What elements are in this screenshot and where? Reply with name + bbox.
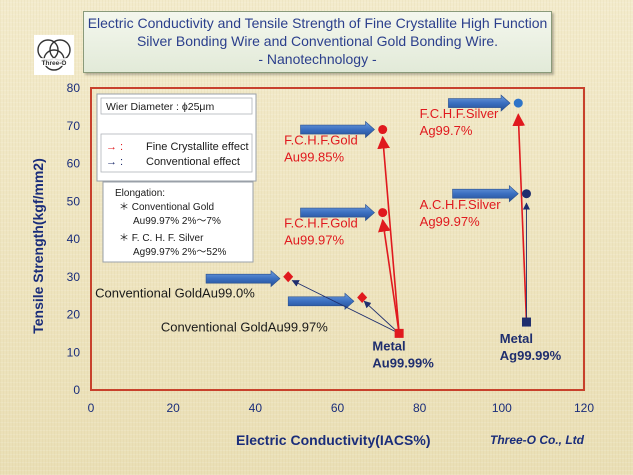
x-tick-label: 120: [574, 401, 594, 415]
x-tick-label: 100: [492, 401, 512, 415]
fine-effect-symbol: → :: [106, 141, 123, 153]
legend-box: [96, 93, 257, 182]
y-tick-label: 30: [67, 270, 81, 284]
y-tick-label: 60: [67, 157, 81, 171]
legend: Wier Diameter : ϕ25μm → : Fine Crystalli…: [96, 93, 257, 182]
y-axis-label: Tensile Strength(kgf/mm2): [30, 158, 46, 334]
data-label: Conventional GoldAu99.97%: [161, 319, 328, 334]
data-label: F.C.H.F.Silver Ag99.7%: [420, 106, 499, 138]
data-labels: Conventional GoldAu99.0% Conventional Gol…: [95, 106, 562, 370]
y-tick-label: 50: [67, 194, 81, 208]
company-credit: Three-O Co., Ltd: [490, 433, 584, 447]
wire-diameter-label: Wier Diameter : ϕ25μm: [106, 101, 214, 113]
three-circles-logo-icon: Three-O: [34, 35, 74, 75]
conv-effect-symbol: → :: [106, 156, 123, 168]
data-label: A.C.H.F.Silver Ag99.97%: [420, 197, 502, 229]
title-line-3: - Nanotechnology -: [258, 51, 377, 67]
y-tick-label: 70: [67, 119, 81, 133]
chart-title-box: Electric Conductivity and Tensile Streng…: [83, 11, 552, 73]
block-arrow: [205, 269, 281, 288]
conventional-effect-arrow: [363, 300, 400, 334]
data-label: F.C.H.F.Gold Au99.97%: [284, 216, 358, 248]
title-line-2: Silver Bonding Wire and Conventional Gol…: [136, 33, 499, 49]
fine-effect-arrow: [378, 218, 400, 334]
elongation-line-1: ＊ Conventional Gold: [119, 202, 214, 213]
data-point: [513, 98, 523, 108]
y-tick-label: 0: [73, 383, 80, 397]
data-point: [283, 271, 294, 283]
data-label: F.C.H.F.Gold Au99.85%: [284, 133, 358, 165]
block-arrow: [287, 292, 355, 310]
logo-text: Three-O: [42, 60, 67, 67]
x-tick-label: 20: [166, 401, 180, 415]
x-tick-label: 60: [331, 401, 345, 415]
conv-effect-label: Conventional effect: [146, 156, 240, 168]
block-arrow: [452, 185, 519, 203]
elongation-line-2: Au99.97% 2%～7%: [133, 216, 221, 227]
data-point: [357, 292, 368, 304]
elongation-frame: [102, 181, 254, 263]
data-point: [378, 208, 388, 218]
elongation-box: Elongation: ＊ Conventional Gold Au99.97%…: [102, 181, 254, 263]
data-point: [521, 189, 531, 199]
effect-arrows: [291, 113, 531, 334]
block-arrows: [205, 94, 519, 310]
data-label: Conventional GoldAu99.0%: [95, 286, 255, 301]
title-line-1: Electric Conductivity and Tensile Streng…: [87, 15, 548, 31]
data-points: [283, 98, 531, 338]
effect-key-box: [100, 133, 253, 173]
y-tick-label: 20: [67, 308, 81, 322]
x-tick-label: 0: [88, 401, 95, 415]
fine-effect-arrow: [377, 135, 400, 334]
y-axis-ticks: 0 10 20 30 40 50 60 70 80: [67, 81, 81, 397]
y-tick-label: 40: [67, 232, 81, 246]
block-arrow: [300, 120, 375, 139]
elongation-title: Elongation:: [115, 188, 165, 199]
x-axis-label: Electric Conductivity(IACS%): [236, 432, 431, 448]
data-label: Metal Au99.99%: [372, 338, 434, 370]
data-point: [378, 125, 388, 135]
x-axis-ticks: 0 20 40 60 80 100 120: [88, 401, 595, 415]
conventional-effect-arrow: [291, 280, 400, 334]
data-point: [394, 328, 404, 338]
fine-effect-arrow: [512, 113, 528, 323]
data-label: Metal Ag99.99%: [500, 331, 562, 363]
x-tick-label: 80: [413, 401, 427, 415]
elongation-line-3: ＊ F. C. H. F. Silver: [119, 233, 204, 244]
fine-effect-label: Fine Crystallite effect: [146, 141, 249, 153]
diameter-box: [100, 97, 253, 115]
block-arrow: [448, 94, 511, 112]
y-tick-label: 10: [67, 345, 81, 359]
y-tick-label: 80: [67, 81, 81, 95]
data-point: [521, 317, 531, 327]
block-arrow: [300, 203, 375, 222]
x-tick-label: 40: [249, 401, 263, 415]
elongation-line-4: Ag99.97% 2%～52%: [133, 247, 227, 258]
plot-area-border: [90, 87, 585, 391]
